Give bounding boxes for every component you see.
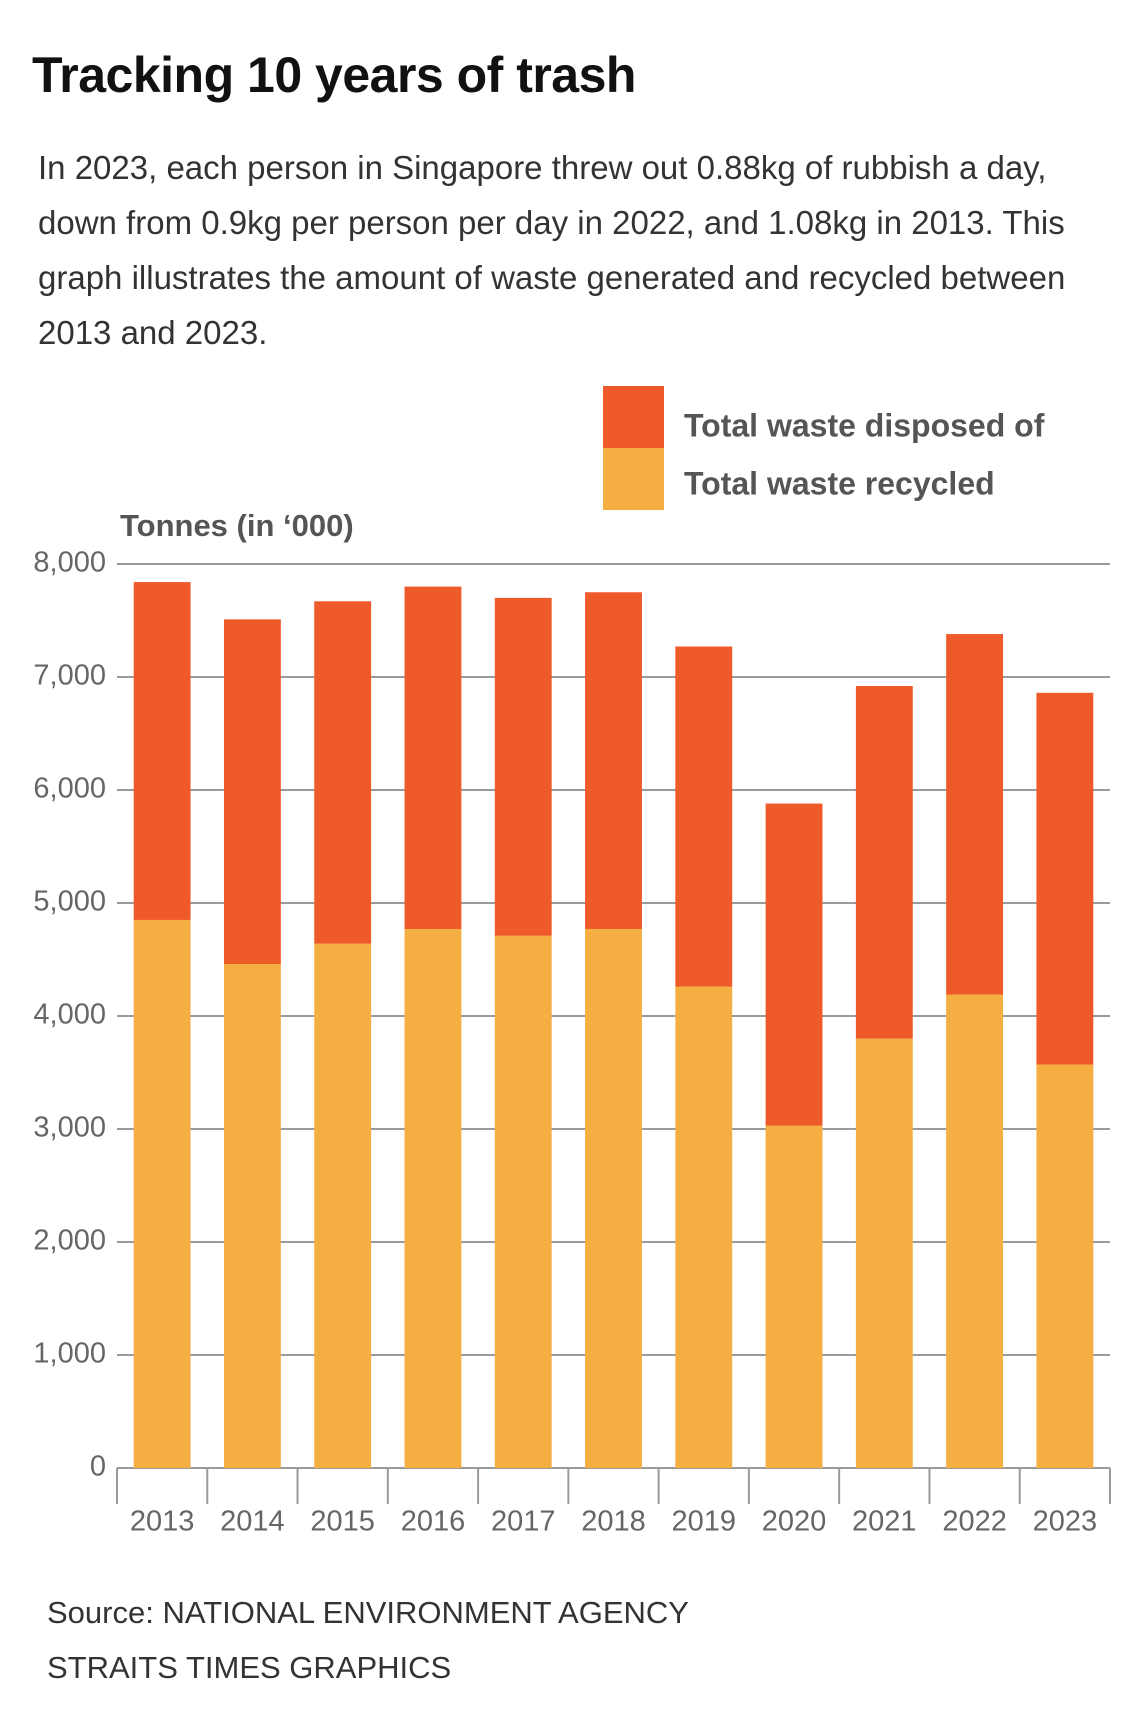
bar-segment — [1036, 1064, 1094, 1468]
y-tick-label: 4,000 — [33, 999, 106, 1031]
x-tick-label: 2018 — [581, 1506, 646, 1538]
chart-title: Tracking 10 years of trash — [32, 47, 636, 103]
bar-segment — [494, 597, 552, 936]
y-tick-label: 0 — [90, 1451, 106, 1483]
bar-segment — [675, 986, 733, 1468]
bar-segment — [585, 928, 642, 1468]
chart-subtitle: In 2023, each person in Singapore threw … — [38, 149, 1066, 351]
y-tick-label: 3,000 — [33, 1112, 106, 1144]
bar-segment — [855, 1038, 913, 1468]
bar-segment — [133, 582, 191, 920]
x-tick-label: 2014 — [220, 1506, 285, 1538]
bar-segment — [585, 592, 642, 929]
legend-swatch — [603, 386, 664, 448]
bar-segment — [946, 634, 1004, 995]
x-tick-label: 2020 — [762, 1506, 827, 1538]
bar-segment — [765, 1125, 823, 1468]
x-tick-label: 2016 — [401, 1506, 466, 1538]
y-tick-label: 5,000 — [33, 886, 106, 918]
bar-segment — [223, 964, 281, 1468]
bar-segment — [404, 928, 462, 1468]
y-tick-label: 1,000 — [33, 1338, 106, 1370]
legend-label: Total waste recycled — [684, 465, 995, 501]
source: Source: NATIONAL ENVIRONMENT AGENCY — [47, 1595, 689, 1630]
y-tick-label: 6,000 — [33, 773, 106, 805]
bar-segment — [314, 943, 372, 1468]
y-tick-label: 8,000 — [33, 547, 106, 579]
bar-segment — [765, 803, 823, 1126]
bar-segment — [404, 586, 462, 929]
credit: STRAITS TIMES GRAPHICS — [47, 1650, 452, 1685]
y-axis-label: Tonnes (in ‘000) — [120, 508, 354, 543]
bar-segment — [855, 686, 913, 1039]
x-tick-label: 2017 — [491, 1506, 556, 1538]
y-tick-label: 7,000 — [33, 660, 106, 692]
x-tick-label: 2022 — [942, 1506, 1007, 1538]
x-tick-label: 2013 — [130, 1506, 195, 1538]
bar-segment — [314, 601, 372, 944]
x-tick-label: 2021 — [852, 1506, 917, 1538]
y-tick-label: 2,000 — [33, 1225, 106, 1257]
bar-segment — [223, 619, 281, 965]
x-tick-label: 2019 — [672, 1506, 737, 1538]
bar-segment — [946, 994, 1004, 1468]
bar-segment — [494, 935, 552, 1468]
bar-segment — [675, 646, 733, 987]
bar-segment — [1036, 692, 1094, 1065]
legend-label: Total waste disposed of — [684, 407, 1045, 443]
x-tick-label: 2015 — [310, 1506, 375, 1538]
legend-swatch — [603, 448, 664, 510]
bar-segment — [133, 919, 191, 1468]
x-tick-label: 2023 — [1033, 1506, 1098, 1538]
